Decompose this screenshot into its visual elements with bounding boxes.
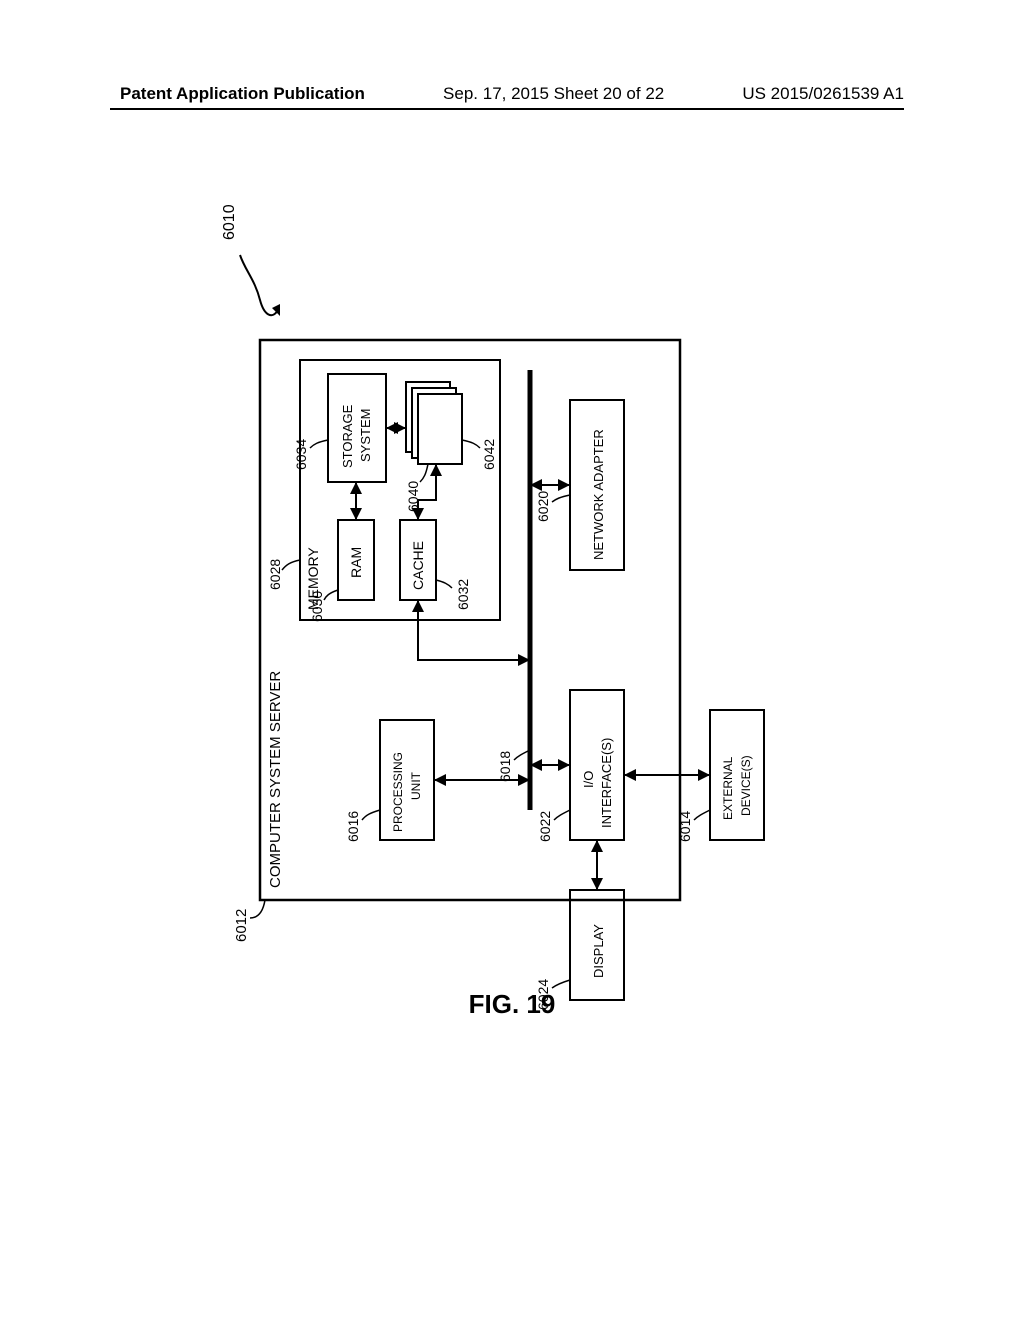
block-processing-unit: PROCESSING UNIT 6016 <box>345 720 434 842</box>
proc-l1: PROCESSING <box>391 752 405 832</box>
io-l2: INTERFACE(S) <box>599 738 614 828</box>
ref-6042: 6042 <box>481 439 497 470</box>
ref-6022: 6022 <box>537 811 553 842</box>
storage-label-l1: STORAGE <box>340 404 355 468</box>
ref-6028: 6028 <box>267 559 283 590</box>
ext-l2: DEVICE(S) <box>739 755 753 816</box>
ref-6018: 6018 <box>497 751 513 782</box>
header-rule <box>110 108 904 110</box>
bus-line: 6018 <box>497 370 530 810</box>
display-label: DISPLAY <box>591 924 606 978</box>
header-left: Patent Application Publication <box>120 84 365 104</box>
storage-label-l2: SYSTEM <box>358 409 373 462</box>
diagram-canvas: 6010 COMPUTER SYSTEM SERVER 6012 MEMORY … <box>80 130 940 1030</box>
ref-6032: 6032 <box>455 579 471 610</box>
ref-6012: 6012 <box>233 909 250 942</box>
ref-6020: 6020 <box>535 491 551 522</box>
proc-l2: UNIT <box>409 771 423 800</box>
block-cache: CACHE 6032 <box>400 520 471 610</box>
ref-6010-text: 6010 <box>221 204 238 240</box>
header-right: US 2015/0261539 A1 <box>742 84 904 104</box>
ref-6010: 6010 <box>221 204 280 316</box>
cache-label: CACHE <box>410 541 426 590</box>
ref-6016: 6016 <box>345 811 361 842</box>
block-storage: STORAGE SYSTEM 6034 <box>293 374 386 482</box>
ref-6030: 6030 <box>309 591 325 622</box>
block-stack: 6040 6042 <box>405 382 497 512</box>
page: Patent Application Publication Sep. 17, … <box>0 0 1024 1320</box>
page-header: Patent Application Publication Sep. 17, … <box>0 84 1024 104</box>
server-title: COMPUTER SYSTEM SERVER <box>267 671 284 888</box>
io-l1: I/O <box>581 771 596 788</box>
net-label: NETWORK ADAPTER <box>591 429 606 560</box>
figure-label: FIG. 19 <box>0 989 1024 1020</box>
edge-cache-bus <box>418 600 530 660</box>
ram-label: RAM <box>348 547 364 578</box>
ref-6014: 6014 <box>677 811 693 842</box>
ext-l1: EXTERNAL <box>721 756 735 820</box>
header-center: Sep. 17, 2015 Sheet 20 of 22 <box>443 84 664 104</box>
ref-6034: 6034 <box>293 439 309 470</box>
